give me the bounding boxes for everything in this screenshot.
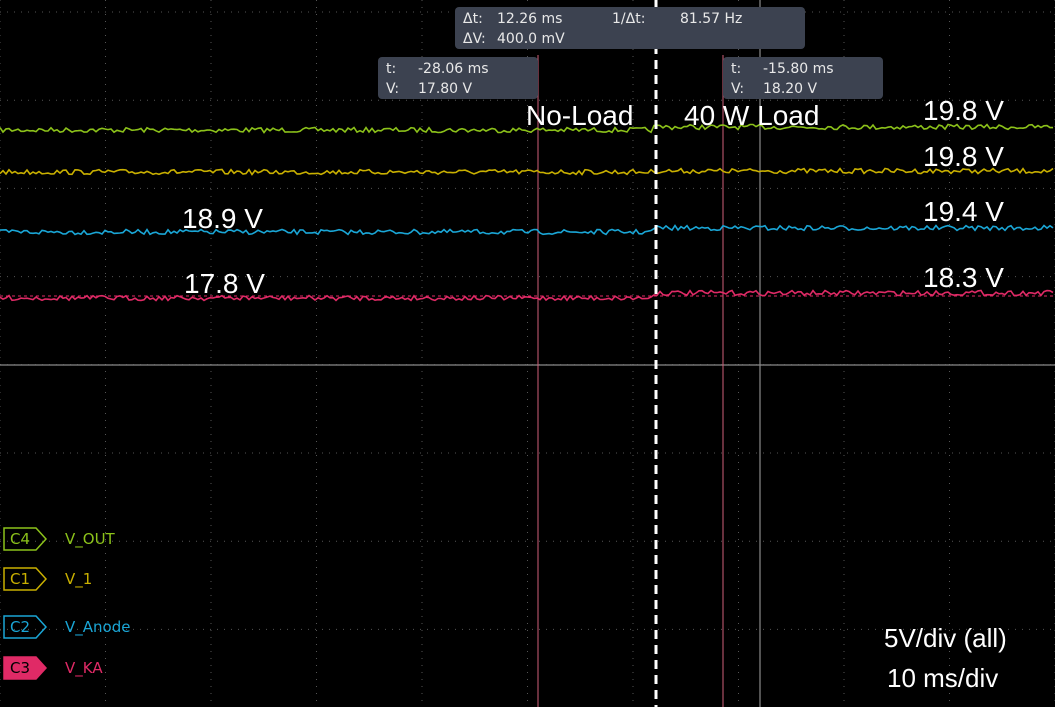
channel-id: C4 [10,530,30,548]
cursor-a-box [378,57,538,99]
cursor-a-t: -28.06 ms [418,61,489,77]
cursor-b-t: -15.80 ms [763,61,834,77]
delta-t: 12.26 ms [497,11,562,27]
inverse-delta: 81.57 Hz [680,11,742,27]
trace [0,224,1054,236]
cursor-b-box [723,57,883,99]
delta-v: 400.0 mV [497,31,565,47]
channel-name: V_KA [65,659,103,678]
cursor-b-v-label: V: [731,81,744,97]
channel-badge [3,567,48,591]
inverse-delta-label: 1/Δt: [612,11,645,27]
traces [0,123,1055,302]
annotation: 19.8 V [923,141,1004,172]
cursor-a-t-label: t: [386,61,396,77]
trace [0,289,1054,302]
trace [0,123,1053,134]
cursor-a-v: 17.80 V [418,81,473,97]
annotation: 18.9 V [182,203,263,234]
channel-badge [3,656,48,680]
channel-badge [3,615,48,639]
volts-per-div: 5V/div (all) [884,623,1007,653]
annotation: 19.4 V [923,196,1004,227]
channel-badge [3,527,48,551]
channel-name: V_Anode [65,618,130,637]
delta-v-label: ΔV: [463,31,486,47]
annotation: 18.3 V [923,262,1004,293]
time-per-div: 10 ms/div [887,663,998,693]
delta-readout-box [455,7,805,49]
delta-t-label: Δt: [463,11,483,27]
annotation: No-Load [526,100,633,131]
cursor-b-v: 18.20 V [763,81,818,97]
channel-id: C2 [10,618,30,636]
channel-name: V_OUT [65,530,116,549]
annotation: 17.8 V [184,268,265,299]
trace [0,167,1054,176]
cursor-a-v-label: V: [386,81,399,97]
channel-id: C3 [10,659,30,677]
annotation: 40 W Load [684,100,819,131]
channel-legend: C4 V_OUT C1 V_1 C2 V_Anode C3 V_KA [3,527,130,680]
channel-name: V_1 [65,570,92,589]
channel-id: C1 [10,570,30,588]
annotation: 19.8 V [923,95,1004,126]
cursor-b-t-label: t: [731,61,741,77]
